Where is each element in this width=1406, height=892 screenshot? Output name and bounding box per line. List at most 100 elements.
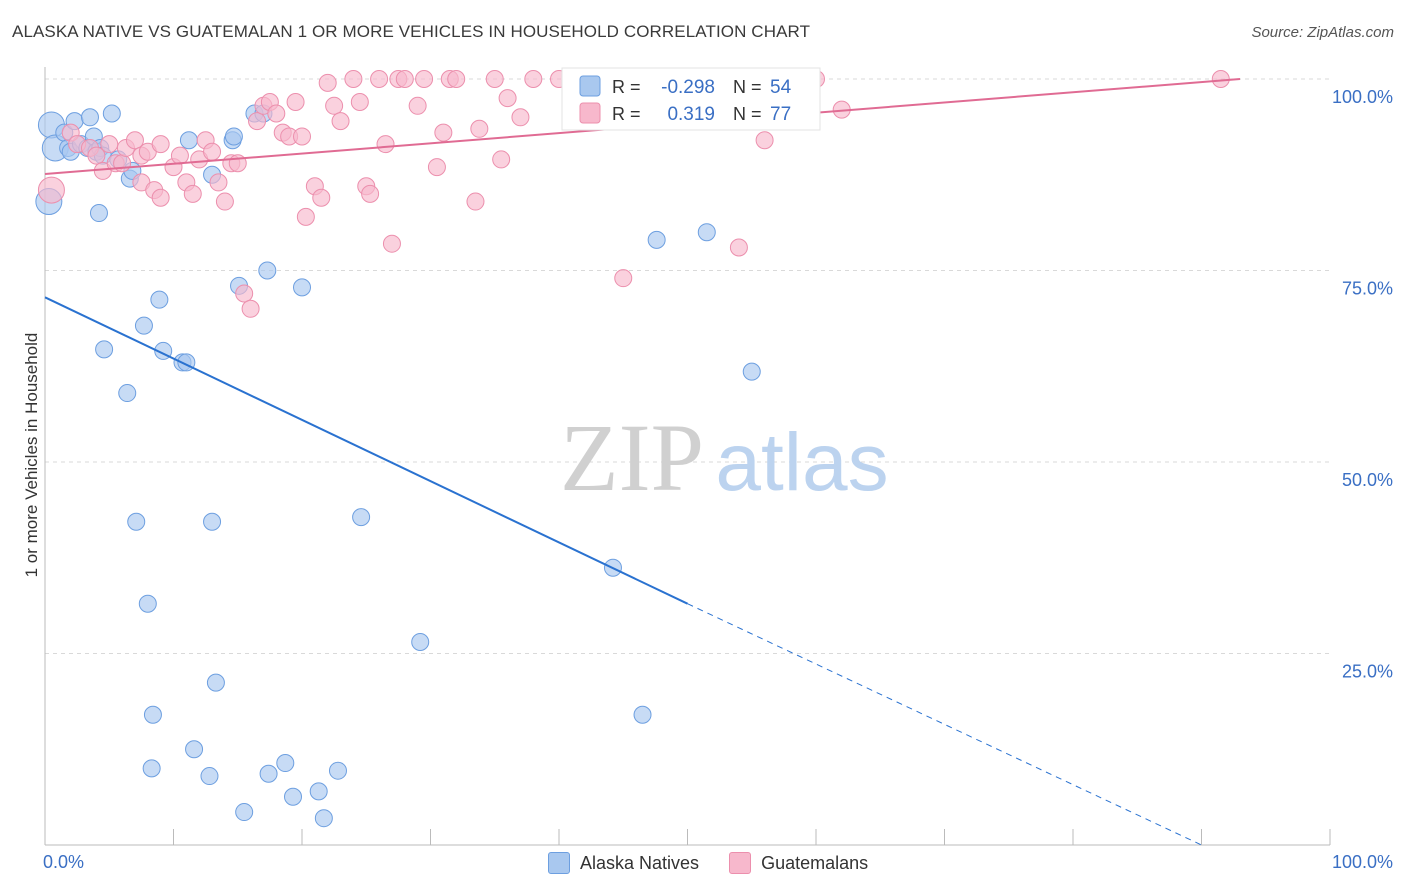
data-point-alaska-native [309, 782, 328, 801]
data-point-alaska-native [276, 754, 295, 773]
x-tick-label: 100.0% [1332, 852, 1393, 872]
bottom-legend: Alaska Natives Guatemalans [548, 852, 868, 874]
data-point-alaska-native [134, 316, 153, 335]
data-point-alaska-native [200, 767, 219, 786]
data-point-alaska-native [185, 740, 204, 759]
data-point-alaska-native [293, 278, 311, 297]
data-point-alaska-native [697, 223, 716, 242]
data-point-guatemalan [395, 70, 414, 88]
y-tick-label: 50.0% [1342, 470, 1393, 490]
data-point-guatemalan [427, 158, 446, 177]
data-point-guatemalan [87, 146, 106, 165]
data-point-alaska-native [80, 108, 99, 127]
source-label: Source: ZipAtlas.com [1251, 24, 1394, 41]
data-point-guatemalan [286, 92, 305, 111]
data-point-guatemalan [100, 135, 119, 154]
data-point-guatemalan [151, 135, 170, 154]
data-point-alaska-native [647, 230, 666, 249]
data-point-guatemalan [361, 184, 380, 203]
data-point-guatemalan [312, 188, 331, 207]
data-point-alaska-native [95, 340, 114, 359]
data-point-alaska-native [102, 104, 121, 123]
stats-n-value-pink: 77 [770, 104, 791, 125]
data-point-alaska-native [235, 803, 254, 822]
stats-r-value-blue: -0.298 [661, 77, 715, 98]
legend-swatch-pink [729, 852, 752, 874]
data-point-alaska-native [89, 204, 108, 223]
data-point-alaska-native [352, 508, 371, 527]
stats-n-label-blue: N = [733, 77, 762, 97]
data-point-guatemalan [344, 70, 363, 88]
data-point-alaska-native [138, 594, 157, 613]
data-point-guatemalan [125, 131, 144, 150]
chart-title: ALASKA NATIVE VS GUATEMALAN 1 OR MORE VE… [12, 22, 811, 41]
data-point-alaska-native [742, 362, 761, 381]
data-point-guatemalan [614, 269, 633, 288]
data-point-guatemalan [376, 135, 395, 154]
data-point-guatemalan [151, 188, 170, 207]
data-point-guatemalan [170, 146, 189, 165]
legend-label-alaska-natives: Alaska Natives [580, 852, 700, 873]
stats-n-label-pink: N = [733, 104, 762, 124]
data-point-guatemalan [209, 173, 228, 192]
y-axis-title: 1 or more Vehicles in Household [22, 332, 41, 578]
data-point-guatemalan [241, 299, 260, 318]
data-point-guatemalan [485, 70, 504, 88]
stats-legend: R = -0.298 N = 54 R = 0.319 N = 77 [561, 67, 821, 131]
data-point-guatemalan [408, 96, 427, 115]
data-point-alaska-native [633, 705, 652, 724]
data-point-alaska-native [206, 673, 225, 692]
data-point-guatemalan [470, 119, 489, 138]
data-point-guatemalan [183, 184, 202, 203]
trend-line-alaska-natives [44, 296, 688, 605]
data-point-alaska-native [179, 131, 198, 150]
data-point-guatemalan [755, 131, 774, 150]
legend-item-guatemalans[interactable]: Guatemalans [729, 852, 868, 874]
stats-r-label-blue: R = [612, 77, 641, 97]
legend-item-alaska-natives[interactable]: Alaska Natives [548, 852, 699, 874]
data-point-guatemalan [325, 96, 344, 115]
data-point-guatemalan [434, 123, 453, 142]
data-point-guatemalan [382, 234, 401, 253]
data-point-guatemalan [293, 127, 311, 146]
data-point-alaska-native [314, 809, 333, 828]
legend-label-guatemalans: Guatemalans [761, 852, 869, 873]
data-point-guatemalan [415, 70, 434, 88]
data-point-guatemalan [350, 92, 369, 111]
data-point-alaska-native [284, 787, 303, 806]
legend-swatch-blue [548, 852, 570, 874]
data-point-guatemalan [235, 284, 254, 303]
data-point-guatemalan [466, 192, 485, 211]
data-point-alaska-native [258, 261, 277, 280]
data-point-alaska-native [328, 761, 347, 780]
data-point-guatemalan [1211, 70, 1230, 88]
data-point-guatemalan [215, 192, 234, 211]
watermark: ZIP atlas [560, 404, 889, 511]
data-point-alaska-native [127, 512, 146, 531]
data-point-alaska-native [411, 633, 430, 652]
trend-line-alaska-natives-extension [687, 603, 1202, 846]
data-point-alaska-native [203, 512, 222, 531]
watermark-atlas: atlas [715, 417, 888, 508]
y-tick-label: 100.0% [1332, 87, 1393, 107]
data-point-alaska-native [143, 705, 162, 724]
data-point-guatemalan [296, 207, 315, 226]
stats-r-value-pink: 0.319 [667, 104, 715, 125]
data-point-alaska-native [224, 127, 243, 146]
data-point-alaska-native [142, 759, 161, 778]
stats-r-label-pink: R = [612, 104, 641, 124]
stats-n-value-blue: 54 [770, 77, 792, 98]
data-point-guatemalan [203, 142, 222, 161]
data-point-guatemalan [331, 112, 350, 131]
data-point-guatemalan [248, 112, 267, 131]
data-point-guatemalan [447, 70, 466, 88]
data-point-guatemalan [511, 108, 530, 127]
data-point-guatemalan [37, 176, 65, 204]
data-point-alaska-native [259, 764, 278, 783]
watermark-zip: ZIP [560, 404, 704, 511]
tick-labels: 25.0% 50.0% 75.0% 100.0% 0.0% 100.0% [43, 87, 1393, 872]
data-point-alaska-native [118, 384, 137, 403]
data-point-guatemalan [498, 89, 517, 108]
data-point-guatemalan [318, 73, 337, 92]
